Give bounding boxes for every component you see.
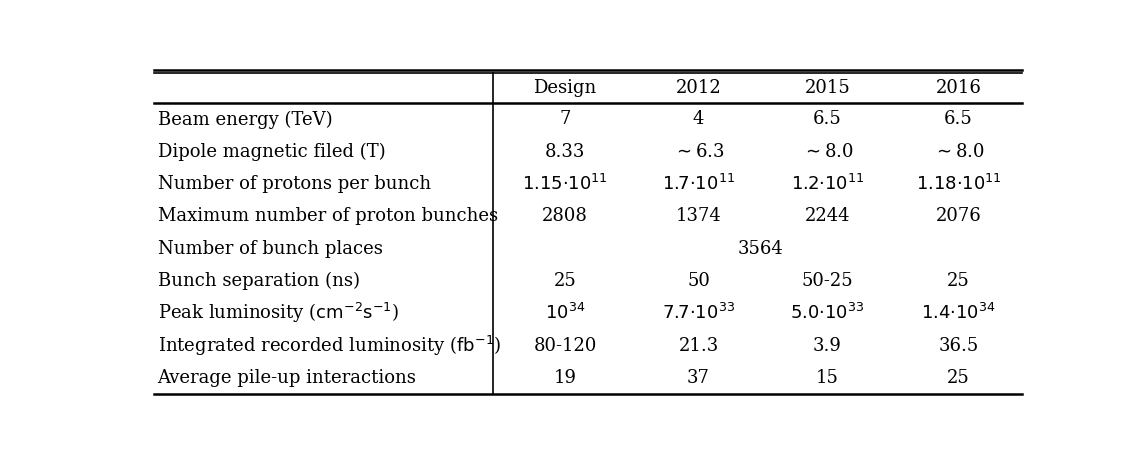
Text: 2012: 2012 <box>676 79 721 97</box>
Text: Number of bunch places: Number of bunch places <box>157 240 382 258</box>
Text: 50-25: 50-25 <box>802 272 853 290</box>
Text: 2808: 2808 <box>543 207 588 226</box>
Text: Dipole magnetic filed (T): Dipole magnetic filed (T) <box>157 143 385 161</box>
Text: 37: 37 <box>687 369 710 387</box>
Text: Bunch separation (ns): Bunch separation (ns) <box>157 272 360 290</box>
Text: 7: 7 <box>560 110 571 128</box>
Text: 15: 15 <box>816 369 838 387</box>
Text: Integrated recorded luminosity ($\mathrm{fb}^{-1}$): Integrated recorded luminosity ($\mathrm… <box>157 334 501 358</box>
Text: 3564: 3564 <box>738 240 783 258</box>
Text: 6.5: 6.5 <box>813 110 842 128</box>
Text: $10^{34}$: $10^{34}$ <box>545 303 585 324</box>
Text: Average pile-up interactions: Average pile-up interactions <box>157 369 416 387</box>
Text: Peak luminosity ($\mathrm{cm}^{-2}\mathrm{s}^{-1}$): Peak luminosity ($\mathrm{cm}^{-2}\mathr… <box>157 301 398 326</box>
Text: $1.15{\cdot}10^{11}$: $1.15{\cdot}10^{11}$ <box>522 174 608 194</box>
Text: 25: 25 <box>554 272 577 290</box>
Text: $\sim$8.0: $\sim$8.0 <box>933 143 984 161</box>
Text: $5.0{\cdot}10^{33}$: $5.0{\cdot}10^{33}$ <box>790 303 865 324</box>
Text: $1.2{\cdot}10^{11}$: $1.2{\cdot}10^{11}$ <box>790 174 864 194</box>
Text: 4: 4 <box>693 110 704 128</box>
Text: 3.9: 3.9 <box>813 337 842 355</box>
Text: 19: 19 <box>554 369 577 387</box>
Text: 25: 25 <box>947 272 970 290</box>
Text: 50: 50 <box>687 272 710 290</box>
Text: Beam energy (TeV): Beam energy (TeV) <box>157 110 333 128</box>
Text: Number of protons per bunch: Number of protons per bunch <box>157 175 431 193</box>
Text: 2016: 2016 <box>936 79 982 97</box>
Text: $1.18{\cdot}10^{11}$: $1.18{\cdot}10^{11}$ <box>915 174 1001 194</box>
Text: $1.7{\cdot}10^{11}$: $1.7{\cdot}10^{11}$ <box>662 174 735 194</box>
Text: 1374: 1374 <box>676 207 721 226</box>
Text: $\sim$8.0: $\sim$8.0 <box>802 143 853 161</box>
Text: 2244: 2244 <box>805 207 850 226</box>
Text: 8.33: 8.33 <box>545 143 585 161</box>
Text: Design: Design <box>533 79 596 97</box>
Text: 25: 25 <box>947 369 970 387</box>
Text: 36.5: 36.5 <box>938 337 978 355</box>
Text: 80-120: 80-120 <box>533 337 596 355</box>
Text: 21.3: 21.3 <box>678 337 719 355</box>
Text: 6.5: 6.5 <box>944 110 973 128</box>
Text: 2015: 2015 <box>804 79 850 97</box>
Text: Maximum number of proton bunches: Maximum number of proton bunches <box>157 207 498 226</box>
Text: 2076: 2076 <box>936 207 982 226</box>
Text: $\sim$6.3: $\sim$6.3 <box>673 143 724 161</box>
Text: $7.7{\cdot}10^{33}$: $7.7{\cdot}10^{33}$ <box>662 303 735 324</box>
Text: $1.4{\cdot}10^{34}$: $1.4{\cdot}10^{34}$ <box>921 303 996 324</box>
